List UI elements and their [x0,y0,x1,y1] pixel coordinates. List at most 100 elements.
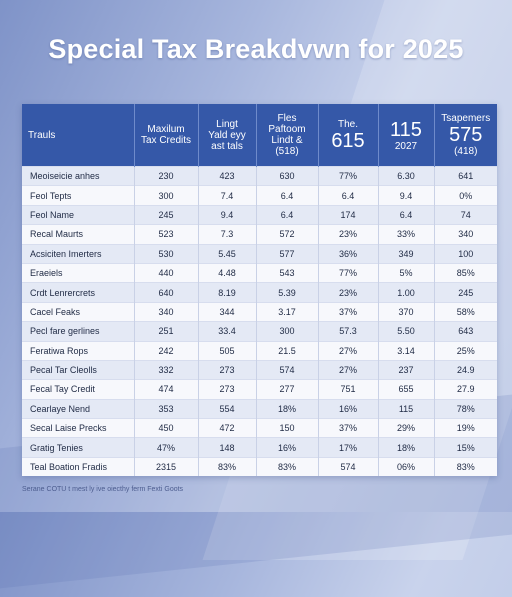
table-cell: 148 [197,437,256,458]
table-cell: 242 [133,340,198,361]
row-label: Pecal Tar Cleolls [22,359,134,380]
table-body: Meoiseicie anhes 230 423 630 77% 6.30 641 Feol … [22,165,497,477]
table-cell: 9.4 [377,185,434,206]
table-cell: 2315 [133,456,198,477]
table-cell: 273 [197,379,256,400]
table-cell: 18% [377,437,434,458]
column-header[interactable]: Trauls [22,104,134,167]
table-cell: 230 [133,165,198,186]
table-cell: 83% [197,456,256,477]
table-cell: 47% [133,437,198,458]
table-cell: 332 [133,359,198,380]
table-cell: 574 [255,359,318,380]
table-cell: 25% [433,340,497,361]
table-cell: 58% [433,301,497,322]
table-cell: 300 [255,321,318,342]
table-cell: 4.48 [197,262,256,283]
column-header[interactable]: Maxilum Tax Credits [133,104,198,167]
table-cell: 6.4 [377,204,434,225]
table-cell: 8.19 [197,282,256,303]
table-cell: 33% [377,224,434,245]
row-label: Gratig Tenies [22,437,134,458]
table-cell: 574 [317,456,378,477]
column-header-value: 615 [331,129,365,152]
table-cell: 16% [255,437,318,458]
table-cell: 78% [433,398,497,419]
table-cell: 751 [317,379,378,400]
table-row: Feratiwa Rops 242 505 21.5 27% 3.14 25% [22,340,497,361]
table-cell: 641 [433,165,497,186]
table-cell: 251 [133,321,198,342]
table-cell: 655 [377,379,434,400]
column-header-label: Tsapemers [441,113,491,124]
table-cell: 277 [255,379,318,400]
table-cell: 33.4 [197,321,256,342]
column-header[interactable]: Fles Paftoom Lindt & (518) [255,104,318,167]
column-header-label: Lingt [216,118,238,130]
table-row: Pecal Tar Cleolls 332 273 574 27% 237 24.9 [22,359,497,380]
table-row: Crdt Lenrercrets 640 8.19 5.39 23% 1.00 245 [22,282,497,303]
column-header[interactable]: Tsapemers 575 (418) [433,104,497,167]
table-cell: 423 [197,165,256,186]
table-cell: 6.4 [255,185,318,206]
table-cell: 340 [433,224,497,245]
column-header-value: 575 [449,124,483,146]
table-cell: 27.9 [433,379,497,400]
column-header[interactable]: Lingt Yald eyy ast tals [197,104,256,167]
page-title: Special Tax Breakdvwn for 2025 [48,34,464,64]
column-header-value: 115 [390,118,422,141]
table-cell: 450 [133,418,198,438]
row-label: Recal Maurts [22,224,134,245]
table-cell: 370 [377,301,434,322]
table-cell: 543 [255,262,318,283]
table-cell: 5% [377,262,434,283]
table-cell: 572 [255,224,318,245]
table-cell: 18% [255,398,318,419]
table-cell: 7.3 [197,224,256,245]
row-label: Crdt Lenrercrets [22,282,134,303]
table-row: Feol Tepts 300 7.4 6.4 6.4 9.4 0% [22,185,497,206]
table-cell: 349 [377,243,434,264]
table-cell: 640 [133,282,198,303]
table-cell: 300 [133,185,198,206]
table-cell: 24.9 [433,359,497,380]
table-cell: 3.17 [255,301,318,322]
table-cell: 1.00 [377,282,434,303]
table-cell: 36% [317,243,378,264]
table-cell: 440 [133,262,198,283]
table-cell: 273 [197,359,256,380]
table-cell: 100 [433,243,497,264]
table-cell: 344 [197,301,256,322]
table-cell: 530 [133,243,198,264]
table-cell: 0% [433,185,497,206]
row-label: Acsiciten Imerters [22,243,134,264]
table-cell: 523 [133,224,198,245]
column-header-label: The. [337,118,358,130]
column-header[interactable]: 115 2027 [377,104,434,167]
table-cell: 06% [377,456,434,477]
column-header-sub: 2027 [394,140,418,152]
column-header-label: Maxilum [147,124,185,135]
row-label: Feol Tepts [22,185,134,206]
footer-note: Serane COTU t mest ly ive oiecthy ferm F… [22,486,184,493]
table-row: Pecl fare gerlines 251 33.4 300 57.3 5.50 643 [22,321,497,342]
table-cell: 5.50 [377,321,434,342]
table-cell: 6.4 [255,204,318,225]
table-cell: 77% [317,165,378,186]
table-row: Acsiciten Imerters 530 5.45 577 36% 349 100 [22,243,497,264]
table-cell: 27% [317,340,378,361]
column-header[interactable]: The. 615 [317,104,378,167]
table-row: Cearlaye Nend 353 554 18% 16% 115 78% [22,398,497,419]
table-cell: 630 [255,165,318,186]
table-cell: 505 [197,340,256,361]
row-label: Cearlaye Nend [22,398,134,419]
table-cell: 5.39 [255,282,318,303]
table-cell: 554 [197,398,256,419]
column-header-label: Yald eyy [208,129,246,141]
table-row: Feol Name 245 9.4 6.4 174 6.4 74 [22,204,497,225]
table-cell: 9.4 [197,204,256,225]
table-cell: 340 [133,301,198,322]
column-header-label: (518) [275,146,299,157]
column-header-label: Lindt & [271,135,303,146]
tax-table: Trauls Maxilum Tax Credits Lingt Yald eyy ast… [22,104,497,477]
